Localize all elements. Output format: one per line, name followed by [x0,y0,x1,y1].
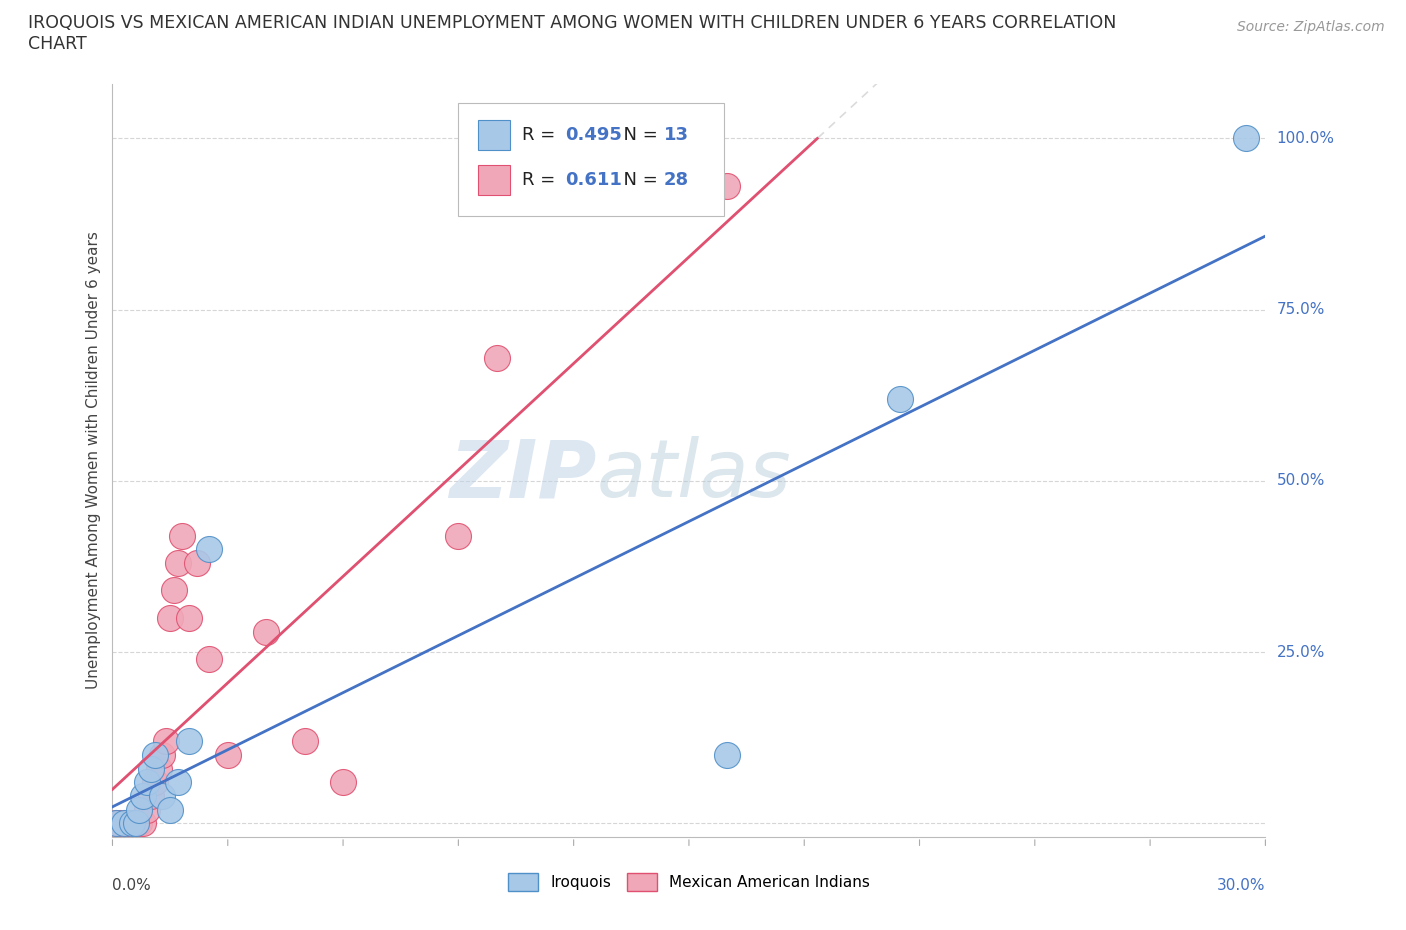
Point [105,816,128,830]
Text: Source: ZipAtlas.com: Source: ZipAtlas.com [1237,20,1385,34]
Text: 100.0%: 100.0% [1277,131,1334,146]
Text: N =: N = [612,126,664,144]
Text: 13: 13 [664,126,689,144]
Point [485,351,508,365]
Text: IROQUOIS VS MEXICAN AMERICAN INDIAN UNEMPLOYMENT AMONG WOMEN WITH CHILDREN UNDER: IROQUOIS VS MEXICAN AMERICAN INDIAN UNEM… [28,14,1116,32]
Point [294,734,316,749]
Point [716,748,738,763]
Point [132,816,155,830]
Bar [478,165,510,195]
Text: 30.0%: 30.0% [1218,879,1265,894]
Point [132,789,155,804]
Point [152,748,174,763]
Point [1234,131,1257,146]
Point [889,392,911,406]
Point [143,775,166,790]
Point [136,775,159,790]
Point [121,816,143,830]
Point [447,528,470,543]
Text: 25.0%: 25.0% [1277,644,1324,659]
Point [159,610,181,625]
Bar [478,120,510,150]
FancyBboxPatch shape [458,102,724,216]
Point [197,542,219,557]
Text: 0.611: 0.611 [565,171,623,189]
Text: 50.0%: 50.0% [1277,473,1324,488]
Point [128,803,150,817]
Text: ZIP: ZIP [450,436,596,514]
Point [139,789,162,804]
Point [179,610,201,625]
Text: 0.0%: 0.0% [112,879,152,894]
Text: 28: 28 [664,171,689,189]
Point [254,624,277,639]
Point [197,652,219,667]
Point [128,816,150,830]
Point [136,803,159,817]
Text: R =: R = [522,126,561,144]
Point [108,816,131,830]
Legend: Iroquois, Mexican American Indians: Iroquois, Mexican American Indians [502,868,876,897]
Point [716,179,738,193]
Point [117,816,139,830]
Point [332,775,354,790]
Point [124,816,146,830]
Text: atlas: atlas [596,436,792,514]
Text: CHART: CHART [28,35,87,53]
Point [186,555,208,570]
Point [139,761,162,776]
Point [166,555,188,570]
Point [179,734,201,749]
Point [170,528,193,543]
Point [163,583,186,598]
Point [121,816,143,830]
Text: R =: R = [522,171,567,189]
Text: 0.495: 0.495 [565,126,623,144]
Point [152,789,174,804]
Text: N =: N = [612,171,664,189]
Point [159,803,181,817]
Point [217,748,239,763]
Point [155,734,177,749]
Point [112,816,135,830]
Point [112,816,135,830]
Y-axis label: Unemployment Among Women with Children Under 6 years: Unemployment Among Women with Children U… [86,232,101,689]
Text: 75.0%: 75.0% [1277,302,1324,317]
Point [148,761,170,776]
Point [166,775,188,790]
Point [105,816,128,830]
Point [143,748,166,763]
Point [124,816,146,830]
